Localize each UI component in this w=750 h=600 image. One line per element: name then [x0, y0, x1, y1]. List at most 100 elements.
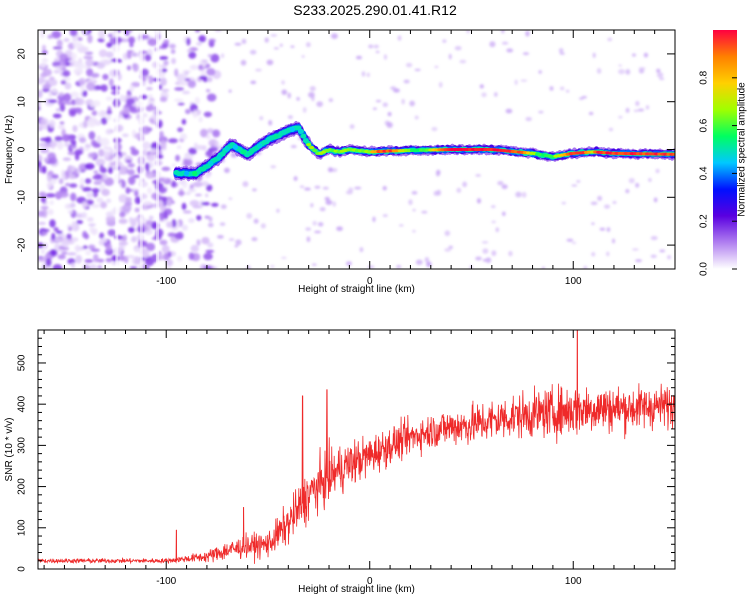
noise-gap — [115, 30, 119, 269]
faint-blob — [482, 248, 489, 254]
faint-blob — [386, 122, 393, 128]
noise-blob — [167, 232, 176, 238]
noise-blob — [98, 49, 108, 58]
noise-blob — [177, 127, 184, 133]
noise-blob — [148, 103, 154, 111]
faint-blob — [632, 248, 639, 251]
faint-blob — [228, 89, 232, 93]
noise-blob — [73, 107, 83, 113]
faint-blob — [359, 247, 364, 253]
noise-blob — [102, 73, 109, 81]
faint-blob — [287, 92, 292, 99]
noise-blob — [72, 125, 78, 133]
noise-blob — [126, 98, 135, 105]
faint-blob — [276, 208, 280, 213]
faint-blob — [249, 49, 257, 55]
noise-blob — [161, 68, 168, 73]
chart-title: S233.2025.290.01.41.R12 — [293, 2, 457, 18]
noise-blob — [100, 84, 108, 92]
noise-blob — [40, 248, 45, 255]
top-ytick-label: 20 — [17, 48, 28, 60]
noise-blob — [41, 57, 49, 63]
noise-blob — [82, 187, 92, 192]
noise-blob — [140, 68, 149, 77]
faint-blob — [482, 259, 487, 262]
noise-blob — [193, 142, 198, 150]
bot-xtick-label: 100 — [565, 576, 582, 587]
faint-blob — [240, 59, 247, 66]
noise-blob — [106, 42, 113, 48]
noise-blob — [88, 244, 96, 250]
faint-blob — [221, 53, 225, 59]
noise-blob — [92, 100, 101, 107]
faint-blob — [438, 81, 443, 88]
faint-blob — [578, 97, 584, 100]
noise-blob — [95, 158, 106, 167]
noise-blob — [47, 99, 58, 104]
noise-blob — [201, 201, 210, 206]
noise-blob — [38, 105, 41, 111]
noise-blob — [159, 96, 168, 103]
noise-blob — [106, 110, 113, 115]
noise-blob — [178, 80, 189, 86]
faint-blob — [235, 239, 242, 246]
noise-blob — [38, 221, 46, 225]
faint-blob — [234, 244, 239, 248]
faint-blob — [520, 79, 528, 82]
noise-blob — [53, 237, 63, 242]
noise-blob — [188, 252, 195, 260]
noise-blob — [128, 176, 136, 185]
noise-blob — [214, 140, 219, 148]
faint-blob — [355, 55, 363, 60]
noise-blob — [41, 50, 48, 55]
noise-blob — [69, 183, 78, 188]
faint-blob — [592, 52, 596, 58]
noise-blob — [148, 94, 153, 99]
faint-blob — [656, 68, 661, 73]
colorbar-gradient — [713, 30, 737, 269]
faint-blob — [628, 178, 635, 184]
noise-blob — [75, 244, 80, 253]
noise-blob — [104, 177, 114, 186]
faint-blob — [345, 261, 352, 266]
noise-blob — [196, 215, 202, 221]
faint-blob — [279, 43, 283, 47]
noise-blob — [85, 144, 92, 148]
noise-blob — [144, 54, 152, 62]
noise-blob — [87, 120, 96, 128]
noise-blob — [59, 121, 65, 125]
faint-blob — [466, 30, 470, 34]
noise-gap — [156, 30, 160, 269]
noise-blob — [38, 89, 43, 99]
noise-blob — [108, 78, 114, 87]
faint-blob — [336, 226, 343, 232]
faint-blob — [433, 190, 439, 196]
noise-blob — [134, 207, 140, 213]
noise-blob — [181, 118, 187, 125]
noise-blob — [171, 180, 176, 188]
noise-blob — [128, 217, 134, 223]
noise-blob — [171, 219, 177, 228]
noise-blob — [78, 77, 86, 86]
faint-blob — [444, 248, 451, 252]
faint-blob — [424, 257, 430, 263]
track-core — [672, 152, 675, 156]
noise-blob — [70, 52, 77, 61]
faint-blob — [242, 181, 249, 188]
faint-blob — [635, 259, 642, 262]
faint-blob — [241, 38, 247, 45]
faint-blob — [645, 105, 650, 110]
faint-blob — [650, 254, 657, 259]
noise-blob — [166, 259, 173, 267]
noise-blob — [52, 113, 62, 119]
faint-blob — [375, 100, 382, 103]
noise-blob — [38, 257, 48, 263]
noise-blob — [38, 77, 45, 85]
colorbar-tick-label: 0.0 — [699, 262, 710, 276]
faint-blob — [312, 220, 317, 226]
noise-blob — [145, 162, 150, 171]
noise-blob — [146, 224, 152, 231]
noise-blob — [56, 230, 63, 235]
noise-blob — [149, 256, 157, 260]
snr-plot-area — [38, 330, 675, 565]
